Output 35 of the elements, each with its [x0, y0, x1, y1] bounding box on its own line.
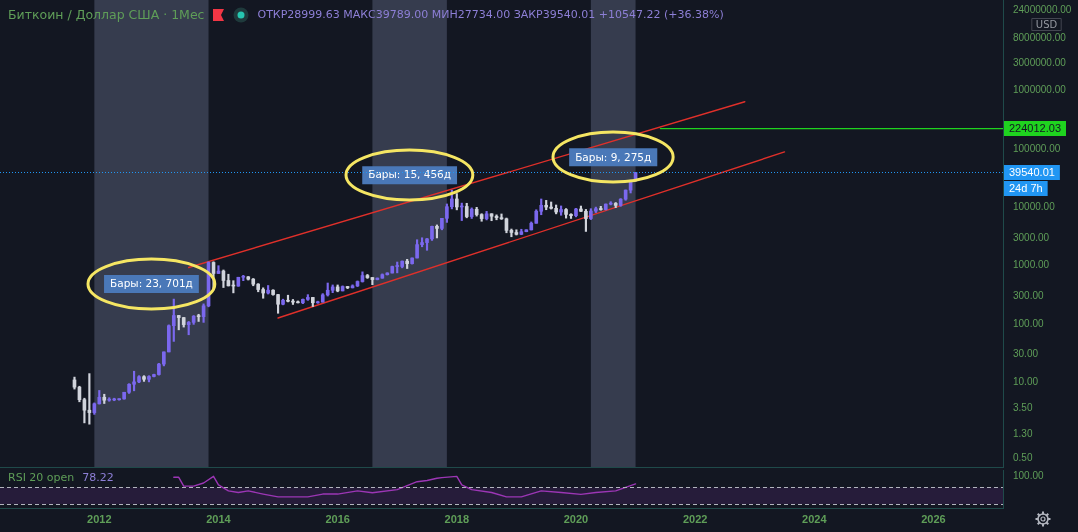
chart-subtitle: 78.22: [82, 470, 114, 486]
x-tick-label: 2014: [206, 512, 232, 525]
y-tick-label: 3.50: [1013, 402, 1033, 414]
y-tick-label: 0.50: [1013, 451, 1033, 463]
y-axis-title: USD: [1035, 18, 1058, 30]
y-tick-label: 30.00: [1013, 348, 1039, 360]
text: ОТКР28999.63 МАКС39789.00 МИН27734.00 ЗАКР39540.01 +10547.22 (+36.38%): [257, 7, 724, 23]
y-tick-label: 10000.00: [1013, 201, 1056, 213]
x-tick-label: 2020: [563, 512, 589, 525]
y-tick-label: 1.30: [1013, 427, 1033, 439]
y-tick-label: 10.00: [1013, 375, 1039, 387]
y-tick-label: 8000000.00: [1013, 31, 1067, 43]
y-tick-label: 100.00: [1013, 317, 1045, 329]
band-label: Бары: 9, 275д: [575, 150, 652, 163]
chart-title: RSI 20 open: [8, 470, 75, 486]
y-tick-label: 24000000.00: [1013, 4, 1072, 16]
x-tick-label: 2012: [87, 512, 112, 525]
band-label: Бары: 23, 701д: [110, 277, 193, 290]
x-tick-label: 2024: [802, 512, 828, 525]
x-tick-label: 2016: [325, 512, 350, 525]
ref-line-label: 39540.01: [1009, 166, 1055, 179]
y-tick-label: 3000.00: [1013, 231, 1050, 243]
text: Биткоин / Доллар США · 1Мес: [8, 7, 205, 23]
candlestick: [236, 276, 241, 287]
text: 24d 7h: [1009, 182, 1043, 195]
y-tick-label: 1000000.00: [1013, 84, 1067, 96]
y-tick-label: 3000000.00: [1013, 56, 1067, 68]
x-tick-label: 2026: [921, 512, 946, 525]
candlestick: [345, 286, 350, 289]
series-label: 224012.03: [1009, 122, 1061, 135]
y-tick-label: 300.00: [1013, 289, 1045, 301]
x-tick-label: 2018: [444, 512, 470, 525]
y-tick-label: 1000.00: [1013, 259, 1050, 271]
x-tick-label: 2022: [682, 512, 708, 525]
y-tick-label: 100000.00: [1013, 142, 1061, 154]
